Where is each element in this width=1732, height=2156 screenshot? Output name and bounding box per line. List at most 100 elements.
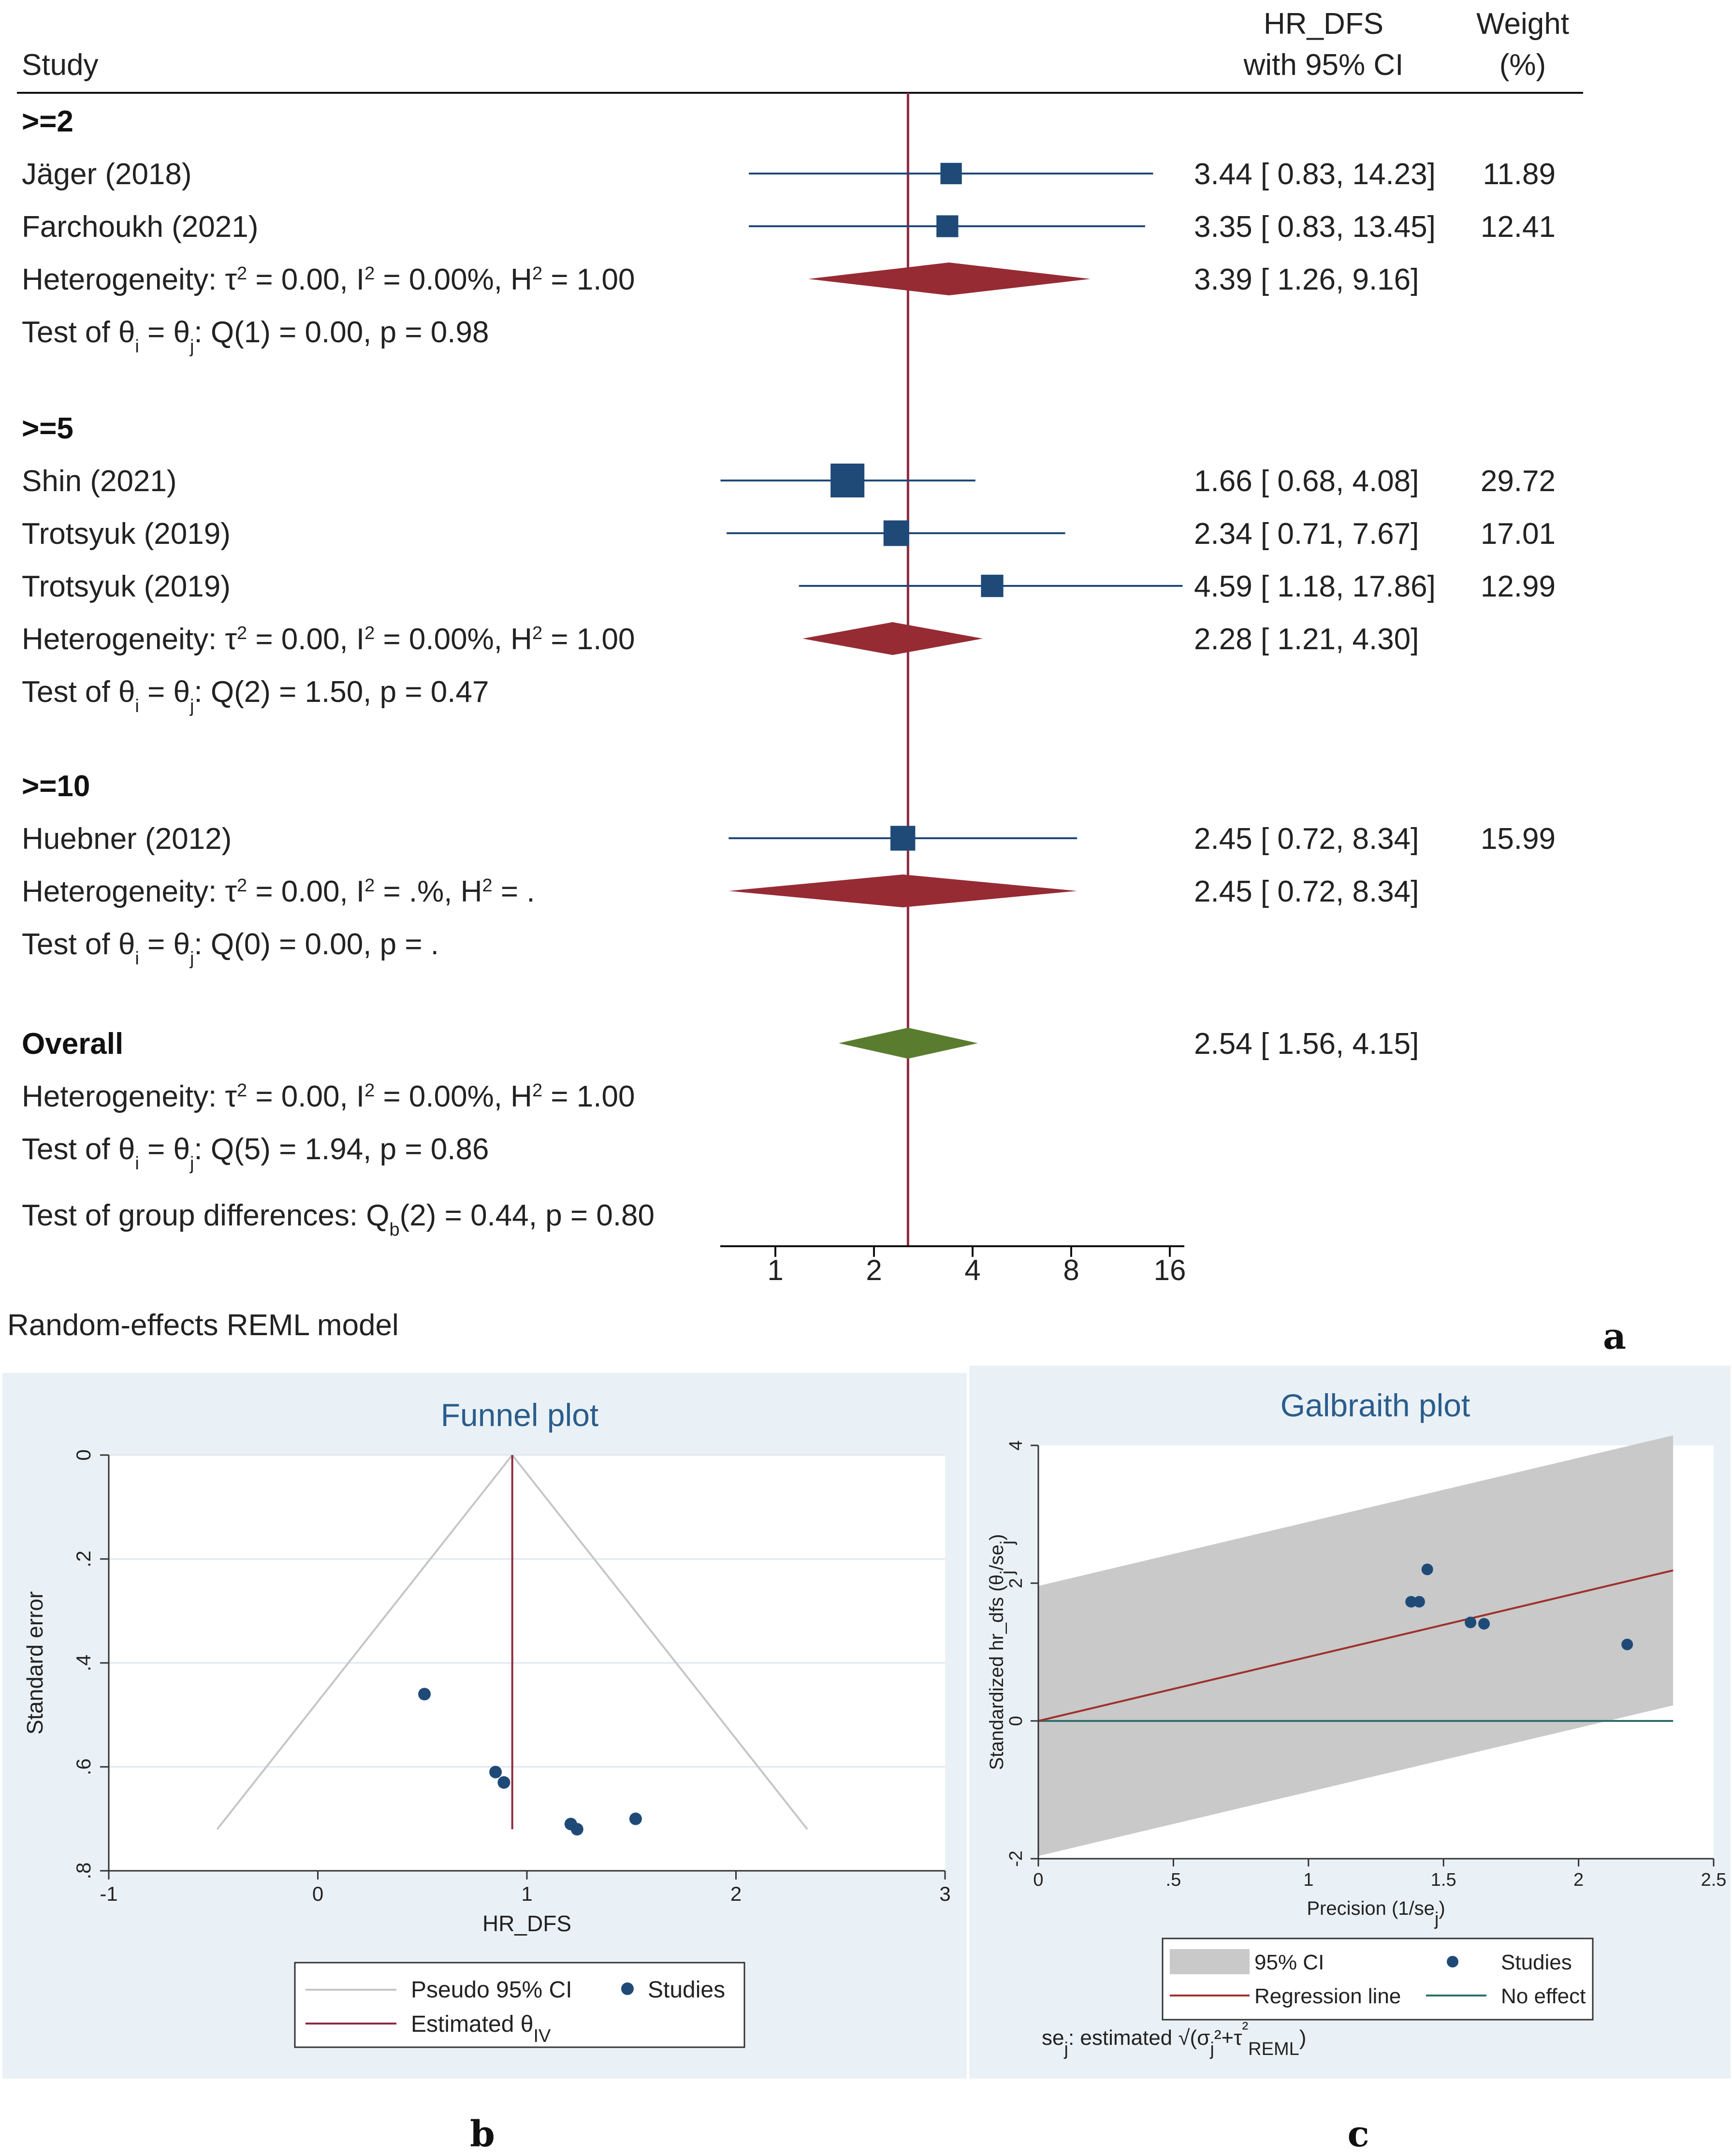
subgroup-heterogeneity: Heterogeneity: τ2 = 0.00, I2 = 0.00%, H2…: [22, 263, 635, 296]
panel-label-c: c: [1347, 2113, 1369, 2155]
study-ci-text: 3.44 [ 0.83, 14.23]: [1194, 158, 1436, 191]
legend-studies: Studies: [1501, 1951, 1572, 1974]
study-ci-text: 3.35 [ 0.83, 13.45]: [1194, 210, 1436, 244]
y-tick-label: 2: [1006, 1578, 1026, 1588]
subgroup-ci-text: 2.45 [ 0.72, 8.34]: [1194, 875, 1419, 908]
study-weight: 15.99: [1481, 822, 1556, 856]
study-weight: 11.89: [1483, 158, 1556, 191]
group-differences-test: Test of group differences: Qb(2) = 0.44,…: [22, 1199, 655, 1240]
legend-estimate: Estimated θIV: [411, 2011, 551, 2046]
y-tick-label: 4: [1006, 1440, 1026, 1450]
study-point: [1413, 1596, 1425, 1608]
regression-line: [1038, 1569, 1674, 1722]
x-tick-label: 16: [1154, 1254, 1186, 1286]
study-weight: 12.41: [1481, 210, 1556, 244]
overall-test: Test of θi = θj: Q(5) = 1.94, p = 0.86: [22, 1133, 489, 1174]
study-point: [497, 1776, 510, 1789]
study-name: Trotsyuk (2019): [22, 570, 231, 603]
x-tick-label: 3: [939, 1882, 950, 1905]
overall-ci-text: 2.54 [ 1.56, 4.15]: [1194, 1027, 1419, 1061]
legend-ci-swatch: [1170, 1949, 1250, 1974]
y-axis-label: Standard error: [22, 1591, 47, 1735]
x-tick-label: 1: [521, 1882, 532, 1905]
funnel-plot-panel: Funnel plot 0 .2 .4 .6 .8 -1 0 1 2 3 Standard error…: [2, 1373, 967, 2155]
x-tick-label: 1: [767, 1254, 783, 1286]
x-tick-label: 2: [1573, 1870, 1584, 1890]
subgroup-title-0: >=2: [22, 105, 73, 138]
y-axis-label: Standardized hr_dfs (θj/sej): [986, 1534, 1018, 1770]
study-ci-text: 4.59 [ 1.18, 17.86]: [1194, 570, 1436, 603]
subgroup-diamond: [802, 622, 983, 655]
x-tick-label: 2: [730, 1882, 742, 1905]
header-effect-ci: with 95% CI: [1243, 48, 1404, 82]
pseudo-ci-right: [511, 1454, 808, 1830]
subgroup-test: Test of θi = θj: Q(0) = 0.00, p = .: [22, 928, 439, 969]
header-study: Study: [22, 48, 99, 82]
legend-studies-swatch: [621, 1982, 634, 1995]
study-point: [418, 1688, 431, 1701]
galbraith-legend: 95% CI Studies Regression line No effect: [1162, 1937, 1594, 2021]
x-tick-label: 2.5: [1701, 1870, 1727, 1890]
subgroup-test: Test of θi = θj: Q(1) = 0.00, p = 0.98: [22, 316, 489, 357]
galbraith-plot-panel: Galbraith plot -2 0 2 4 0 .5 1 1.5 2 2.5 Standardiz…: [969, 1366, 1731, 2155]
study-point: [570, 1823, 583, 1836]
study-point: [1405, 1596, 1417, 1608]
y-tick-label: 0: [72, 1449, 95, 1460]
model-note: Random-effects REML model: [7, 1309, 399, 1342]
legend-studies-swatch: [1447, 1956, 1458, 1967]
panel-label-a: a: [1603, 1316, 1626, 1357]
x-tick-label: 0: [1033, 1870, 1043, 1890]
study-ci-text: 1.66 [ 0.68, 4.08]: [1194, 465, 1419, 498]
x-tick-label: 1: [1303, 1870, 1313, 1890]
study-ci-text: 2.45 [ 0.72, 8.34]: [1194, 822, 1419, 856]
study-weight: 17.01: [1481, 517, 1556, 551]
legend-regression: Regression line: [1254, 1984, 1401, 2008]
study-weight: 12.99: [1481, 570, 1556, 603]
x-axis-label: HR_DFS: [482, 1911, 571, 1936]
study-point: [629, 1812, 642, 1825]
study-point: [489, 1765, 502, 1778]
overall-heterogeneity: Heterogeneity: τ2 = 0.00, I2 = 0.00%, H2…: [22, 1080, 635, 1113]
study-ci-text: 2.34 [ 0.71, 7.67]: [1194, 517, 1419, 551]
subgroup-heterogeneity: Heterogeneity: τ2 = 0.00, I2 = 0.00%, H2…: [22, 623, 635, 656]
x-tick-label: 4: [964, 1254, 980, 1286]
subgroup-diamond: [728, 874, 1077, 907]
study-point: [1621, 1638, 1633, 1650]
x-tick-label: 1.5: [1431, 1870, 1456, 1890]
y-tick-label: 0: [1006, 1716, 1026, 1726]
y-tick-label: -2: [1006, 1850, 1026, 1867]
y-tick-label: .6: [72, 1758, 95, 1775]
study-marker: [940, 162, 962, 185]
pseudo-ci-left: [216, 1454, 513, 1830]
y-tick-label: .8: [72, 1862, 95, 1879]
subgroup-diamond: [808, 262, 1091, 295]
study-name: Farchoukh (2021): [22, 210, 258, 244]
x-tick-label: .5: [1166, 1870, 1181, 1890]
overall-title: Overall: [22, 1027, 123, 1061]
header-weight-pct: (%): [1499, 48, 1546, 82]
study-marker: [883, 520, 909, 546]
study-point: [1421, 1563, 1433, 1575]
study-name: Jäger (2018): [22, 158, 192, 191]
subgroup-heterogeneity: Heterogeneity: τ2 = 0.00, I2 = .%, H2 = …: [22, 875, 535, 908]
y-tick-label: .4: [72, 1654, 95, 1671]
funnel-legend: Pseudo 95% CI Studies Estimated θIV: [294, 1962, 745, 2048]
funnel-title: Funnel plot: [441, 1397, 599, 1433]
study-name: Shin (2021): [22, 465, 177, 498]
legend-ci: 95% CI: [1254, 1951, 1324, 1974]
x-tick-label: -1: [100, 1882, 117, 1905]
subgroup-ci-text: 2.28 [ 1.21, 4.30]: [1194, 623, 1419, 656]
study-marker: [981, 574, 1004, 597]
galbraith-title: Galbraith plot: [1281, 1387, 1470, 1423]
x-tick-label: 8: [1063, 1254, 1079, 1286]
x-tick-label: 2: [866, 1254, 882, 1286]
subgroup-title-2: >=10: [22, 770, 90, 803]
header-weight: Weight: [1476, 7, 1569, 41]
se-note: sej: estimated √(σj²+τ²REML): [1042, 2019, 1306, 2059]
study-marker: [890, 826, 916, 851]
study-marker: [830, 464, 865, 497]
overall-diamond: [838, 1028, 978, 1059]
legend-studies: Studies: [648, 1977, 725, 2003]
